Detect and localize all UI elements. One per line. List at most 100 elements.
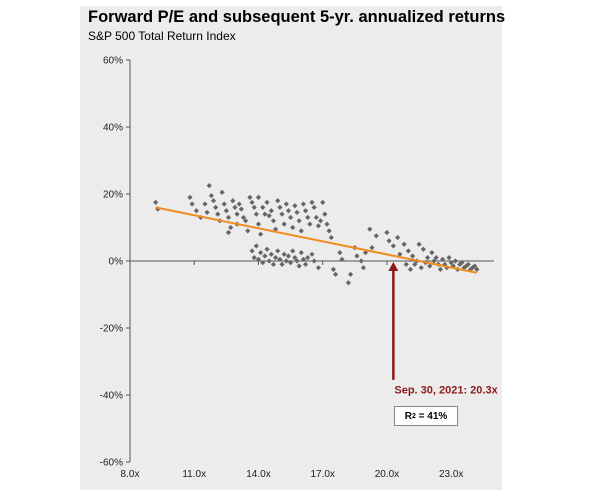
data-point (270, 261, 277, 267)
x-tick-label: 17.0x (310, 469, 334, 480)
data-point (427, 263, 433, 269)
data-point (275, 198, 281, 204)
x-tick-label: 20.0x (375, 469, 399, 480)
data-point (270, 218, 277, 224)
data-point (283, 201, 289, 207)
data-point (433, 255, 439, 261)
data-point (253, 243, 259, 249)
data-point (213, 204, 219, 210)
x-tick-label: 14.0x (246, 469, 270, 480)
data-point (255, 256, 262, 262)
data-point (384, 229, 390, 236)
data-point (219, 189, 225, 195)
data-point (153, 199, 159, 205)
data-point (260, 260, 266, 266)
data-point (311, 204, 317, 210)
data-point (266, 213, 272, 219)
data-point (283, 258, 289, 264)
data-point (273, 255, 279, 261)
data-point (281, 221, 287, 227)
data-point (440, 256, 446, 262)
data-point (285, 253, 292, 259)
data-point (253, 211, 259, 217)
data-point (262, 253, 268, 259)
data-point (469, 265, 476, 271)
data-point (405, 248, 411, 254)
x-tick-label: 11.0x (182, 469, 206, 480)
data-point (315, 223, 322, 229)
data-point (202, 201, 208, 207)
data-point (313, 214, 319, 221)
data-point (234, 211, 240, 217)
annotation-arrow-head (388, 262, 399, 271)
data-point (300, 256, 307, 262)
data-point (358, 258, 364, 264)
data-point (302, 208, 309, 214)
data-point (277, 256, 283, 262)
data-point (332, 271, 339, 277)
data-point (302, 261, 309, 267)
data-point (324, 221, 330, 227)
data-point (268, 208, 274, 214)
data-point (369, 245, 375, 251)
data-point (367, 226, 373, 232)
data-point (420, 246, 426, 252)
data-point (463, 263, 469, 269)
data-point (281, 251, 287, 257)
data-point (431, 258, 437, 264)
data-point (230, 198, 236, 204)
trendline (155, 206, 478, 274)
data-point (249, 199, 255, 205)
data-point (287, 214, 294, 221)
data-point (264, 199, 270, 205)
y-tick-label: -40% (100, 391, 123, 402)
data-point (442, 261, 448, 267)
data-point (474, 266, 480, 272)
data-point (255, 194, 262, 200)
data-point (448, 260, 454, 266)
data-point (412, 261, 418, 267)
data-point (193, 208, 199, 214)
data-point (292, 203, 298, 209)
data-point (189, 201, 195, 207)
data-point (247, 194, 253, 200)
data-point (238, 206, 244, 212)
data-point (461, 265, 467, 271)
data-point (360, 265, 366, 271)
data-point (311, 258, 317, 264)
data-point (407, 266, 414, 272)
y-tick-label: 60% (103, 56, 123, 67)
data-point (354, 253, 360, 259)
x-tick-label: 23.0x (439, 469, 463, 480)
y-tick-label: 0% (109, 257, 124, 268)
data-point (240, 214, 247, 221)
data-point (328, 234, 334, 241)
chart-title: Forward P/E and subsequent 5-yr. annuali… (88, 8, 506, 26)
y-tick-label: 20% (103, 190, 123, 201)
data-point (373, 233, 379, 239)
data-point (266, 258, 272, 264)
data-point (401, 241, 407, 247)
data-point (245, 228, 251, 234)
data-point (330, 266, 337, 272)
data-point (300, 201, 307, 207)
data-point (287, 260, 294, 266)
annotation: Sep. 30, 2021: 20.3x (388, 262, 499, 396)
data-point (251, 204, 257, 210)
data-point (290, 248, 296, 254)
data-point (292, 255, 298, 261)
data-point (279, 261, 285, 267)
data-point (337, 250, 343, 256)
data-point (397, 251, 403, 257)
data-point (206, 183, 212, 189)
data-point (279, 211, 285, 217)
data-point (450, 263, 456, 269)
y-tick-label: 40% (103, 123, 123, 134)
data-point (275, 248, 281, 254)
data-point (457, 261, 463, 267)
data-point (347, 271, 354, 277)
data-point (232, 204, 238, 210)
data-point (296, 218, 302, 224)
r-squared-value: = 41% (418, 410, 448, 422)
